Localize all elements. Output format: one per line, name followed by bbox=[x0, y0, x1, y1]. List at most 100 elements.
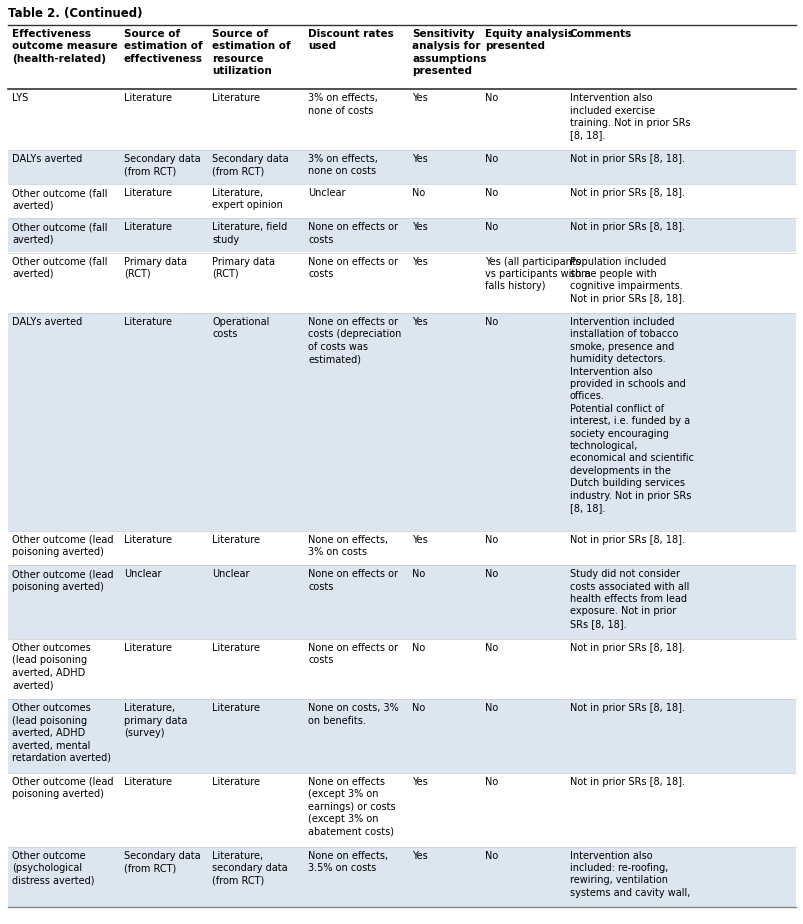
Text: Other outcome (fall
averted): Other outcome (fall averted) bbox=[12, 257, 108, 279]
Bar bbox=[8, 531, 795, 565]
Text: None on effects or
costs: None on effects or costs bbox=[308, 257, 397, 279]
Text: Yes: Yes bbox=[412, 257, 427, 266]
Text: Literature: Literature bbox=[124, 223, 172, 232]
Text: Discount rates
used: Discount rates used bbox=[308, 29, 393, 52]
Text: None on effects or
costs: None on effects or costs bbox=[308, 223, 397, 245]
Text: Literature: Literature bbox=[124, 188, 172, 198]
Text: None on costs, 3%
on benefits.: None on costs, 3% on benefits. bbox=[308, 703, 398, 725]
Text: No: No bbox=[484, 643, 497, 653]
Text: No: No bbox=[484, 153, 497, 164]
Text: 3% on effects,
none of costs: 3% on effects, none of costs bbox=[308, 93, 377, 116]
Text: No: No bbox=[484, 851, 497, 860]
Text: Yes (all participants
vs participants with a
falls history): Yes (all participants vs participants wi… bbox=[484, 257, 589, 291]
Text: Other outcome (lead
poisoning averted): Other outcome (lead poisoning averted) bbox=[12, 569, 113, 591]
Text: None on effects,
3% on costs: None on effects, 3% on costs bbox=[308, 535, 388, 557]
Text: Population included
some people with
cognitive impairments.
Not in prior SRs [8,: Population included some people with cog… bbox=[569, 257, 684, 304]
Text: Literature: Literature bbox=[124, 777, 172, 787]
Text: No: No bbox=[412, 188, 425, 198]
Text: Study did not consider
costs associated with all
health effects from lead
exposu: Study did not consider costs associated … bbox=[569, 569, 688, 629]
Bar bbox=[8, 218, 795, 252]
Text: No: No bbox=[412, 569, 425, 579]
Bar bbox=[8, 90, 795, 150]
Text: Operational
costs: Operational costs bbox=[212, 317, 269, 339]
Bar bbox=[8, 565, 795, 638]
Text: Sensitivity
analysis for
assumptions
presented: Sensitivity analysis for assumptions pre… bbox=[412, 29, 486, 76]
Text: Source of
estimation of
effectiveness: Source of estimation of effectiveness bbox=[124, 29, 202, 64]
Text: Other outcomes
(lead poisoning
averted, ADHD
averted): Other outcomes (lead poisoning averted, … bbox=[12, 643, 91, 690]
Text: No: No bbox=[484, 535, 497, 545]
Text: Yes: Yes bbox=[412, 93, 427, 103]
Text: Yes: Yes bbox=[412, 223, 427, 232]
Text: Literature,
expert opinion: Literature, expert opinion bbox=[212, 188, 283, 211]
Bar bbox=[8, 313, 795, 531]
Text: Literature: Literature bbox=[124, 317, 172, 327]
Text: Literature: Literature bbox=[124, 93, 172, 103]
Text: Literature: Literature bbox=[212, 93, 260, 103]
Text: Other outcome
(psychological
distress averted): Other outcome (psychological distress av… bbox=[12, 851, 95, 885]
Text: None on effects or
costs: None on effects or costs bbox=[308, 569, 397, 591]
Text: None on effects,
3.5% on costs: None on effects, 3.5% on costs bbox=[308, 851, 388, 873]
Text: Literature: Literature bbox=[212, 535, 260, 545]
Text: Not in prior SRs [8, 18].: Not in prior SRs [8, 18]. bbox=[569, 643, 684, 653]
Text: Literature, field
study: Literature, field study bbox=[212, 223, 287, 245]
Text: Not in prior SRs [8, 18].: Not in prior SRs [8, 18]. bbox=[569, 223, 684, 232]
Text: No: No bbox=[484, 317, 497, 327]
Text: Source of
estimation of
resource
utilization: Source of estimation of resource utiliza… bbox=[212, 29, 291, 76]
Text: Unclear: Unclear bbox=[308, 188, 345, 198]
Text: Literature,
primary data
(survey): Literature, primary data (survey) bbox=[124, 703, 187, 738]
Text: Yes: Yes bbox=[412, 317, 427, 327]
Text: Primary data
(RCT): Primary data (RCT) bbox=[124, 257, 186, 279]
Text: No: No bbox=[484, 703, 497, 713]
Text: Literature,
secondary data
(from RCT): Literature, secondary data (from RCT) bbox=[212, 851, 287, 885]
Text: Literature: Literature bbox=[212, 703, 260, 713]
Text: No: No bbox=[484, 93, 497, 103]
Text: Yes: Yes bbox=[412, 851, 427, 860]
Text: DALYs averted: DALYs averted bbox=[12, 153, 82, 164]
Text: 3% on effects,
none on costs: 3% on effects, none on costs bbox=[308, 153, 377, 176]
Text: Not in prior SRs [8, 18].: Not in prior SRs [8, 18]. bbox=[569, 535, 684, 545]
Text: Literature: Literature bbox=[212, 643, 260, 653]
Text: Not in prior SRs [8, 18].: Not in prior SRs [8, 18]. bbox=[569, 703, 684, 713]
Bar bbox=[8, 846, 795, 907]
Text: Intervention included
installation of tobacco
smoke, presence and
humidity detec: Intervention included installation of to… bbox=[569, 317, 693, 513]
Text: Comments: Comments bbox=[569, 29, 631, 39]
Text: Literature: Literature bbox=[212, 777, 260, 787]
Text: Other outcomes
(lead poisoning
averted, ADHD
averted, mental
retardation averted: Other outcomes (lead poisoning averted, … bbox=[12, 703, 111, 763]
Text: Secondary data
(from RCT): Secondary data (from RCT) bbox=[124, 153, 200, 176]
Text: Literature: Literature bbox=[124, 535, 172, 545]
Text: Not in prior SRs [8, 18].: Not in prior SRs [8, 18]. bbox=[569, 153, 684, 164]
Bar bbox=[8, 699, 795, 773]
Text: Other outcome (lead
poisoning averted): Other outcome (lead poisoning averted) bbox=[12, 777, 113, 799]
Text: Yes: Yes bbox=[412, 777, 427, 787]
Text: No: No bbox=[484, 777, 497, 787]
Text: Not in prior SRs [8, 18].: Not in prior SRs [8, 18]. bbox=[569, 777, 684, 787]
Text: Yes: Yes bbox=[412, 535, 427, 545]
Text: Unclear: Unclear bbox=[124, 569, 161, 579]
Bar bbox=[8, 638, 795, 699]
Text: No: No bbox=[412, 643, 425, 653]
Text: Literature: Literature bbox=[124, 643, 172, 653]
Text: Other outcome (lead
poisoning averted): Other outcome (lead poisoning averted) bbox=[12, 535, 113, 557]
Bar bbox=[8, 773, 795, 846]
Text: Intervention also
included exercise
training. Not in prior SRs
[8, 18].: Intervention also included exercise trai… bbox=[569, 93, 690, 140]
Bar bbox=[8, 150, 795, 184]
Text: Secondary data
(from RCT): Secondary data (from RCT) bbox=[124, 851, 200, 873]
Text: None on effects
(except 3% on
earnings) or costs
(except 3% on
abatement costs): None on effects (except 3% on earnings) … bbox=[308, 777, 395, 836]
Bar bbox=[8, 184, 795, 218]
Text: Equity analysis
presented: Equity analysis presented bbox=[484, 29, 573, 52]
Text: Primary data
(RCT): Primary data (RCT) bbox=[212, 257, 275, 279]
Text: Not in prior SRs [8, 18].: Not in prior SRs [8, 18]. bbox=[569, 188, 684, 198]
Text: Table 2. (Continued): Table 2. (Continued) bbox=[8, 7, 142, 20]
Text: None on effects or
costs (depreciation
of costs was
estimated): None on effects or costs (depreciation o… bbox=[308, 317, 402, 364]
Text: Effectiveness
outcome measure
(health-related): Effectiveness outcome measure (health-re… bbox=[12, 29, 117, 64]
Text: Yes: Yes bbox=[412, 153, 427, 164]
Bar bbox=[8, 252, 795, 313]
Text: No: No bbox=[412, 703, 425, 713]
Text: Other outcome (fall
averted): Other outcome (fall averted) bbox=[12, 223, 108, 245]
Text: No: No bbox=[484, 569, 497, 579]
Text: Secondary data
(from RCT): Secondary data (from RCT) bbox=[212, 153, 288, 176]
Text: No: No bbox=[484, 223, 497, 232]
Text: Intervention also
included: re-roofing,
rewiring, ventilation
systems and cavity: Intervention also included: re-roofing, … bbox=[569, 851, 690, 898]
Bar bbox=[8, 25, 795, 90]
Text: LYS: LYS bbox=[12, 93, 28, 103]
